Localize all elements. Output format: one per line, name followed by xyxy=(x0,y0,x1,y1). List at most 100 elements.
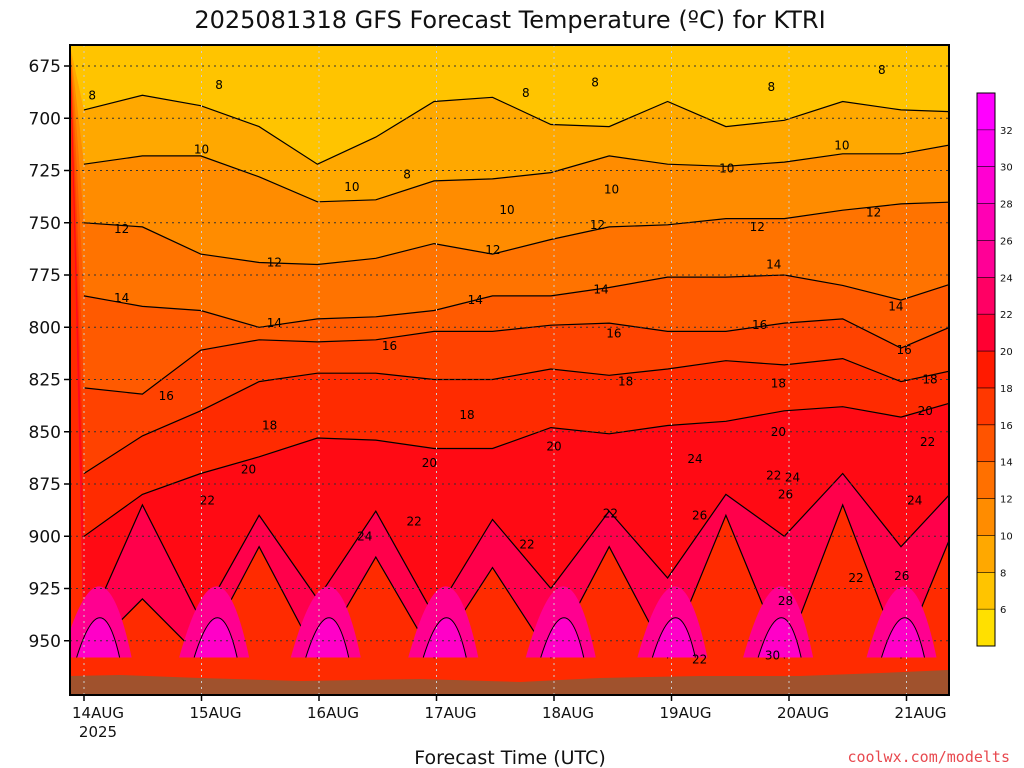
contour-label: 20 xyxy=(422,456,437,470)
contour-label: 12 xyxy=(750,220,765,234)
contour-label: 22 xyxy=(766,469,781,483)
contour-label: 22 xyxy=(407,515,422,529)
contour-label: 20 xyxy=(546,439,561,453)
contour-label: 12 xyxy=(590,218,605,232)
contour-label: 22 xyxy=(519,538,534,552)
contour-label: 16 xyxy=(606,327,621,341)
contour-label: 22 xyxy=(200,494,215,508)
contour-label: 30 xyxy=(765,648,780,662)
contour-label: 26 xyxy=(894,569,909,583)
contour-label: 12 xyxy=(267,255,282,269)
contour-label: 8 xyxy=(878,63,886,77)
contour-label: 14 xyxy=(888,299,903,313)
hot-core-contour xyxy=(881,617,925,658)
x-tick-label: 16AUG xyxy=(307,704,359,722)
isotherm-20 xyxy=(83,402,949,537)
temperature-bands xyxy=(70,45,949,695)
plot-area: 8 8 8 8 8 8 8 10 10 10 10 10 10 12 12 12 12 12 12 14 14 14 14 1… xyxy=(70,45,949,695)
colorbar-swatch xyxy=(977,314,995,352)
isotherm-14 xyxy=(83,274,949,328)
x-tick-label: 21AUG xyxy=(895,704,947,722)
contour-label: 8 xyxy=(403,168,411,182)
contour-label: 14 xyxy=(468,293,483,307)
colorbar-label: 26 xyxy=(1000,236,1013,247)
contour-label: 10 xyxy=(834,138,849,152)
y-tick-label: 775 xyxy=(29,266,61,286)
contour-label: 16 xyxy=(159,389,174,403)
hot-core-inner xyxy=(305,617,349,658)
contour-label: 18 xyxy=(459,408,474,422)
hot-core-contour xyxy=(422,617,467,658)
contour-label: 26 xyxy=(692,508,707,522)
hot-core-inner xyxy=(76,617,120,658)
isotherm-10 xyxy=(83,144,949,203)
contour-label: 10 xyxy=(194,143,209,157)
hot-core-contour xyxy=(540,617,585,658)
contour-labels: 8 8 8 8 8 8 8 10 10 10 10 10 10 12 12 12 12 12 12 14 14 14 14 1… xyxy=(88,63,937,666)
colorbar-swatch xyxy=(977,572,995,610)
colorbar-swatch xyxy=(977,498,995,536)
contour-label: 14 xyxy=(593,283,608,297)
contour-label: 18 xyxy=(618,375,633,389)
colorbar-swatch xyxy=(977,240,995,278)
colorbar-label: 22 xyxy=(1000,310,1013,321)
contour-label: 26 xyxy=(778,487,793,501)
y-tick-label: 750 xyxy=(29,214,61,234)
y-tick-label: 800 xyxy=(29,318,61,338)
y-tick-label: 825 xyxy=(29,371,61,391)
chart-title: 2025081318 GFS Forecast Temperature (ºC)… xyxy=(194,6,825,34)
hot-core-inner xyxy=(540,617,584,658)
contour-label: 22 xyxy=(603,506,618,520)
x-axis-label: Forecast Time (UTC) xyxy=(414,747,605,768)
contour-label: 8 xyxy=(768,80,776,94)
colorbar: 6 8 10 12 14 16 18 20 22 24 26 28 30 32 xyxy=(976,92,1013,647)
y-axis: 675 700 725 750 775 800 825 850 875 900 925 950 xyxy=(29,57,70,652)
contour-label: 24 xyxy=(357,529,372,543)
contour-lines xyxy=(83,94,949,660)
contour-label: 8 xyxy=(215,78,223,92)
hot-core-inner xyxy=(423,617,467,658)
contour-label: 8 xyxy=(88,88,96,102)
x-tick-label: 14AUG xyxy=(72,704,124,722)
y-tick-label: 900 xyxy=(29,527,61,547)
hot-core-contour xyxy=(193,617,238,658)
contour-label: 18 xyxy=(922,373,937,387)
contour-label: 16 xyxy=(752,318,767,332)
colorbar-label: 28 xyxy=(1000,200,1013,211)
credit-text[interactable]: coolwx.com/modelts xyxy=(847,748,1010,766)
colorbar-label: 20 xyxy=(1000,347,1013,358)
colorbar-swatch xyxy=(977,203,995,241)
contour-label: 8 xyxy=(522,86,530,100)
contour-label: 22 xyxy=(848,571,863,585)
colorbar-swatch xyxy=(977,424,995,463)
colorbar-swatch xyxy=(977,166,995,205)
y-tick-label: 925 xyxy=(29,580,61,600)
hot-core-contour xyxy=(305,617,350,658)
contour-label: 16 xyxy=(382,339,397,353)
colorbar-swatch xyxy=(977,461,995,500)
hot-core-inner xyxy=(881,617,925,658)
contour-label: 8 xyxy=(591,76,599,90)
contour-label: 20 xyxy=(918,404,933,418)
hot-core-contour xyxy=(76,617,121,658)
contour-label: 10 xyxy=(719,161,734,175)
colorbar-label: 8 xyxy=(1000,568,1006,579)
isotherm-22 xyxy=(83,472,949,637)
colorbar-label: 32 xyxy=(1000,126,1013,137)
colorbar-label: 16 xyxy=(1000,421,1013,432)
contour-label: 16 xyxy=(897,343,912,357)
x-tick-label: 20AUG xyxy=(777,704,829,722)
x-tick-label: 17AUG xyxy=(425,704,477,722)
y-tick-label: 850 xyxy=(29,423,61,443)
x-tick-label: 19AUG xyxy=(660,704,712,722)
x-axis: 14AUG 15AUG 16AUG 17AUG 18AUG 19AUG 20AUG 21AUG… xyxy=(72,695,946,741)
contour-label: 10 xyxy=(604,182,619,196)
contour-label: 10 xyxy=(344,180,359,194)
colorbar-swatch xyxy=(977,351,995,389)
colorbar-swatch xyxy=(977,387,995,426)
colorbar-frame xyxy=(976,92,996,647)
x-tick-label: 15AUG xyxy=(190,704,242,722)
contour-label: 18 xyxy=(771,377,786,391)
isotherm-8 xyxy=(83,94,949,165)
